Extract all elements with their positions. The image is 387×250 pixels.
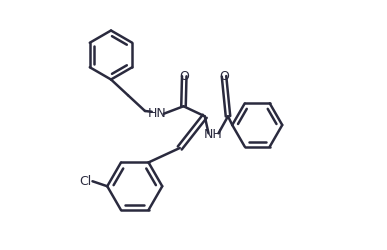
Text: HN: HN <box>148 107 167 120</box>
Text: NH: NH <box>204 128 223 141</box>
Text: O: O <box>219 70 229 83</box>
Text: O: O <box>179 70 189 83</box>
Text: Cl: Cl <box>79 175 92 188</box>
